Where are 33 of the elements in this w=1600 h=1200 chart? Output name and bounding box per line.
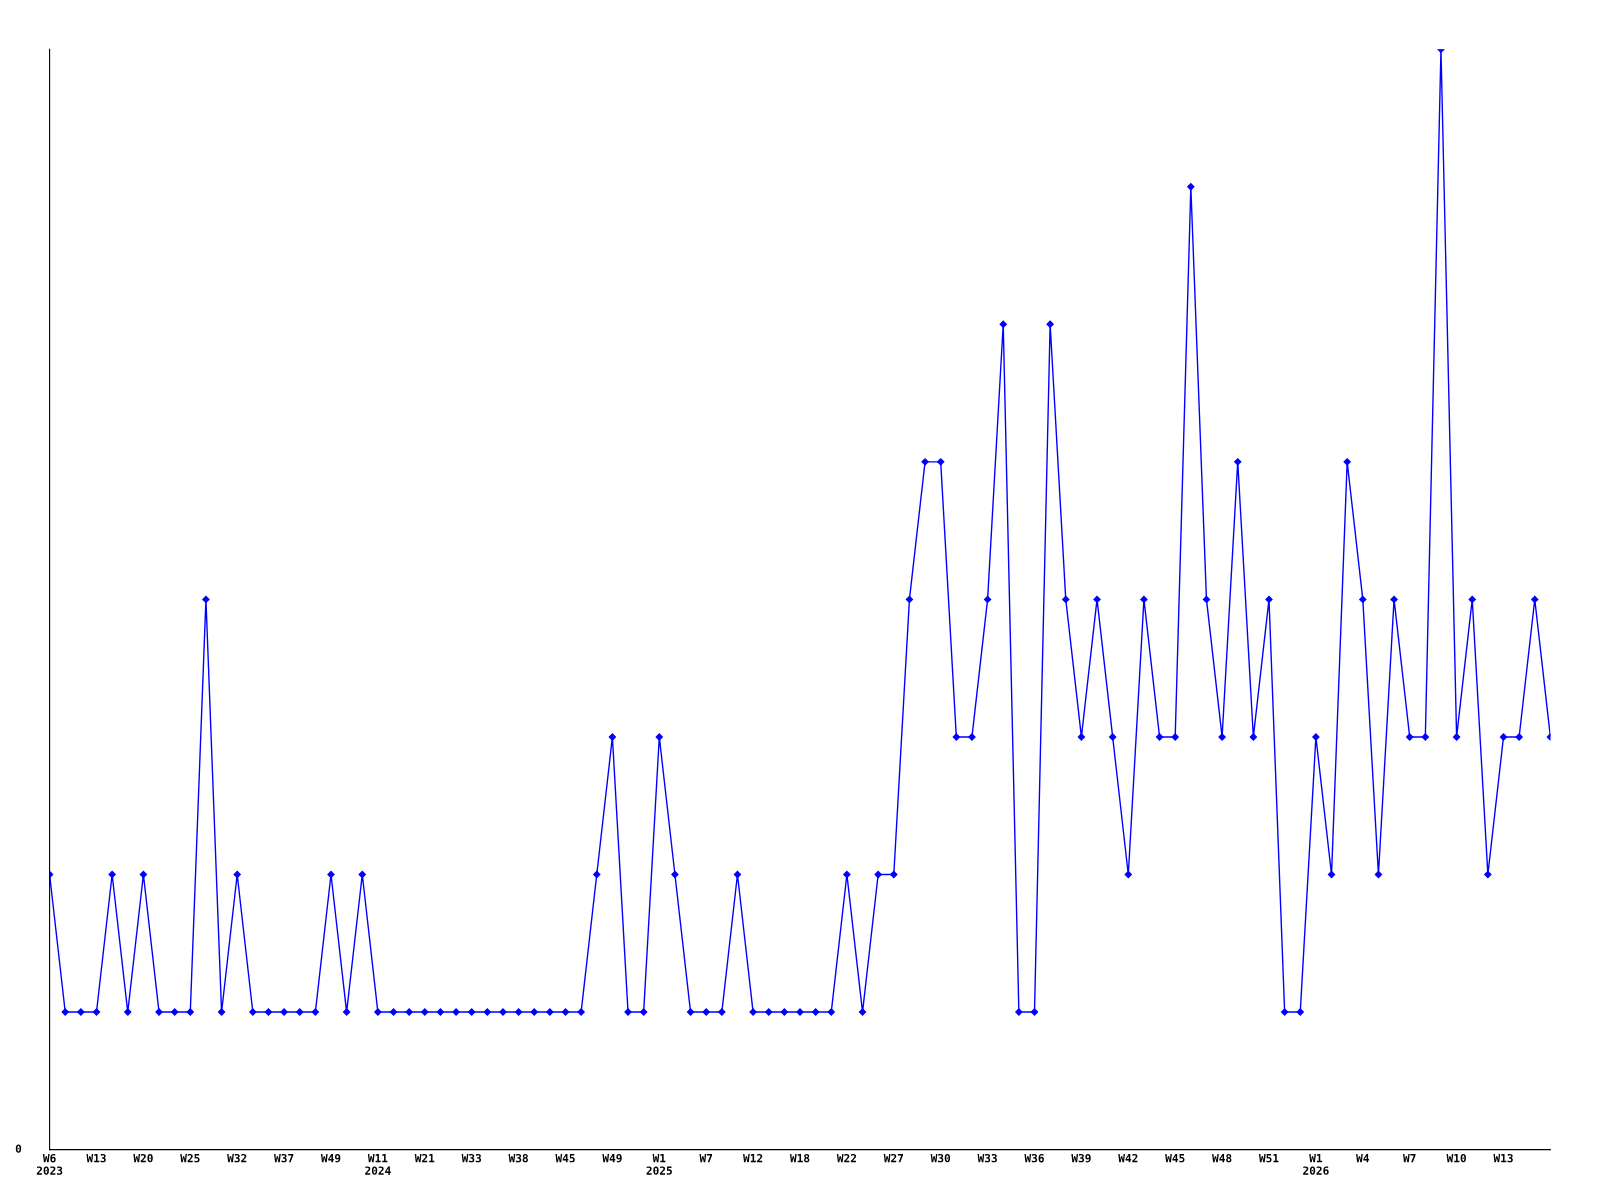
x-tick-label: W33 [461,1153,482,1163]
x-tick-label: W6 2023 [36,1153,63,1175]
x-tick-label: W1 2026 [1303,1154,1329,1175]
x-tick-label: W7 [1403,1154,1416,1163]
x-tick-label: W27 [883,1153,903,1163]
x-tick-label: W20 [133,1153,153,1163]
text: 0 [15,1144,22,1153]
x-tick-label: W36 [1024,1153,1044,1163]
x-tick-label: W51 [1258,1154,1279,1163]
x-tick-label: W22 [836,1153,857,1163]
x-tick-label: W45 [555,1154,575,1163]
x-tick-label: W42 [1118,1153,1138,1163]
x-tick-label: W11 2024 [365,1154,391,1175]
x-tick-label: W49 [320,1154,341,1163]
x-tick-label: W45 [1165,1154,1185,1163]
x-tick-label: W38 [508,1153,528,1163]
x-tick-label: W13 [86,1153,106,1163]
x-tick-label: W33 [977,1153,997,1163]
x-tick-label: W4 [1356,1154,1369,1163]
x-tick-label: W13 [1493,1153,1513,1163]
x-tick-label: W49 [602,1154,622,1163]
x-tick-label: W37 [274,1153,294,1163]
x-tick-label: W10 [1446,1153,1466,1163]
x-tick-label: W12 [743,1153,763,1163]
x-tick-label: W7 [699,1154,713,1163]
x-tick-label: W48 [1212,1153,1232,1163]
x-tick-label: W1 2025 [646,1154,672,1175]
x-tick-label: W18 [789,1153,810,1163]
x-tick-label: W21 [414,1153,435,1163]
x-tick-label: W30 [930,1153,951,1163]
x-tick-label: W39 [1071,1153,1091,1163]
x-tick-label: W32 [227,1153,247,1163]
x-tick-label: W25 [180,1153,200,1163]
